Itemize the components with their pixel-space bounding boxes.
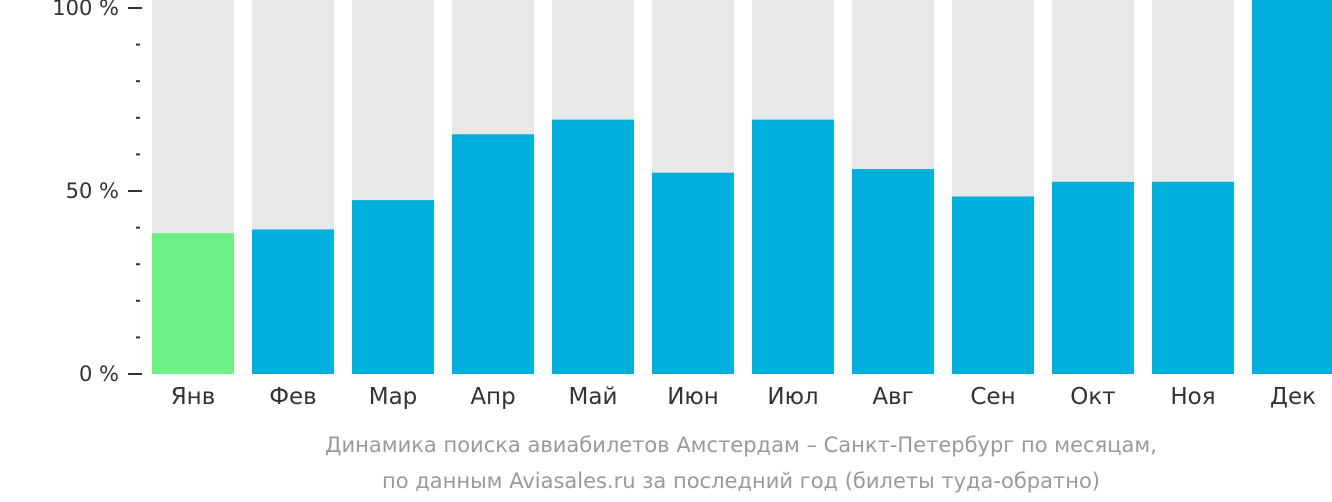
y-tick-label: 100 %: [52, 0, 119, 20]
bar: [752, 119, 834, 374]
bar: [552, 119, 634, 374]
x-category-label: Июл: [767, 384, 818, 410]
caption-line-2: по данным Aviasales.ru за последний год …: [382, 469, 1100, 493]
bar: [252, 229, 334, 374]
bar: [452, 134, 534, 374]
x-category-label: Мар: [369, 384, 418, 410]
bar: [352, 200, 434, 374]
x-category-label: Ноя: [1170, 384, 1215, 410]
x-category-label: Фев: [269, 384, 317, 410]
bar: [1252, 0, 1332, 374]
bar: [152, 233, 234, 374]
x-category-label: Сен: [970, 384, 1015, 410]
chart-caption: Динамика поиска авиабилетов Амстердам – …: [325, 433, 1157, 493]
x-category-label: Янв: [171, 384, 216, 410]
x-axis-labels: Янв Фев Мар Апр Май Июн Июл Авг Сен Окт Ноя Дек: [171, 384, 1316, 410]
caption-line-1: Динамика поиска авиабилетов Амстердам – …: [325, 433, 1157, 457]
y-tick-label: 50 %: [66, 179, 119, 203]
x-category-label: Апр: [470, 384, 515, 410]
x-category-label: Май: [569, 384, 618, 410]
y-axis: 0 % 50 % 100 %: [52, 0, 142, 386]
x-category-label: Июн: [667, 384, 719, 410]
bar: [952, 196, 1034, 374]
bar: [1152, 181, 1234, 374]
x-category-label: Авг: [872, 384, 913, 410]
bars: [152, 0, 1332, 374]
y-tick-label: 0 %: [79, 362, 119, 386]
bar: [1052, 181, 1134, 374]
bar: [652, 172, 734, 374]
x-category-label: Дек: [1270, 384, 1316, 410]
bar: [852, 169, 934, 374]
x-category-label: Окт: [1070, 384, 1115, 410]
